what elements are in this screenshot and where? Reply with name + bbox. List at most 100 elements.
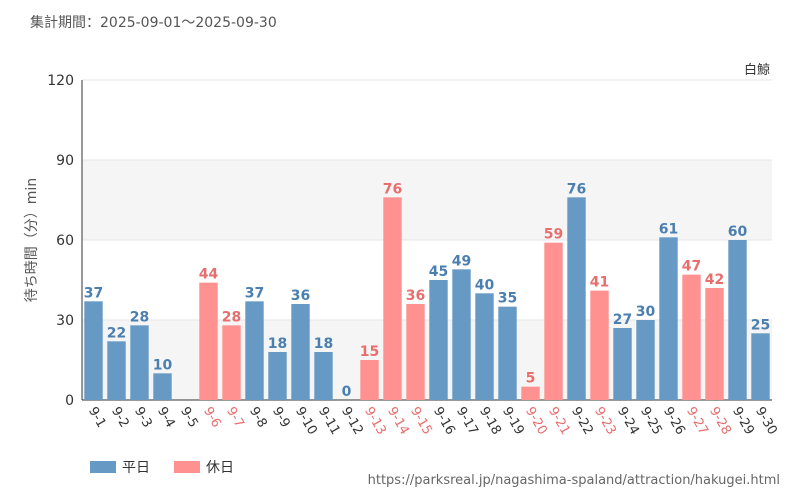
data-label-9-29: 60 <box>728 224 748 240</box>
bar-9-3 <box>130 325 149 400</box>
period-label: 集計期間：2025-09-01～2025-09-30 <box>30 15 277 31</box>
legend-label-holiday: 休日 <box>206 460 234 476</box>
x-tick-label-9-20: 9-20 <box>522 405 550 438</box>
y-tick-label: 0 <box>65 393 74 409</box>
data-label-9-20: 5 <box>526 371 536 387</box>
x-tick-label-9-5: 9-5 <box>177 405 201 431</box>
data-label-9-11: 18 <box>314 336 333 352</box>
x-tick-label-9-29: 9-29 <box>729 405 757 438</box>
data-label-9-16: 45 <box>429 264 448 280</box>
bar-9-1 <box>84 301 103 400</box>
data-label-9-23: 41 <box>590 275 609 291</box>
x-tick-label-9-21: 9-21 <box>545 405 573 438</box>
legend-swatch-holiday <box>174 461 200 473</box>
data-label-9-27: 47 <box>682 259 701 275</box>
legend-item-weekday: 平日 <box>90 457 150 477</box>
data-label-9-17: 49 <box>452 253 471 269</box>
y-tick-label: 120 <box>47 73 74 89</box>
plot-band <box>82 80 772 160</box>
data-label-9-7: 28 <box>222 309 241 325</box>
bar-9-18 <box>475 293 494 400</box>
bar-9-14 <box>383 197 402 400</box>
data-label-9-8: 37 <box>245 285 264 301</box>
x-tick-label-9-19: 9-19 <box>499 405 527 438</box>
x-tick-label-9-23: 9-23 <box>591 405 619 438</box>
data-label-9-2: 22 <box>107 325 126 341</box>
bar-9-9 <box>268 352 287 400</box>
x-tick-label-9-22: 9-22 <box>568 405 596 438</box>
data-label-9-25: 30 <box>636 304 656 320</box>
data-label-9-13: 15 <box>360 344 379 360</box>
data-label-9-9: 18 <box>268 336 287 352</box>
x-tick-label-9-1: 9-1 <box>85 405 109 431</box>
bar-9-30 <box>751 333 770 400</box>
data-label-9-6: 44 <box>199 267 219 283</box>
data-label-9-12: 0 <box>342 384 352 400</box>
y-tick-label: 30 <box>56 313 74 329</box>
bar-9-10 <box>291 304 310 400</box>
data-label-9-28: 42 <box>705 272 724 288</box>
bar-9-22 <box>567 197 586 400</box>
bar-9-27 <box>682 274 701 400</box>
data-label-9-4: 10 <box>153 357 173 373</box>
bar-9-21 <box>544 242 563 400</box>
bar-9-7 <box>222 325 241 400</box>
legend-item-holiday: 休日 <box>174 457 234 477</box>
data-label-9-30: 25 <box>751 317 770 333</box>
x-tick-label-9-25: 9-25 <box>637 405 665 438</box>
x-tick-label-9-16: 9-16 <box>430 405 458 438</box>
bar-9-2 <box>107 341 126 400</box>
y-axis-label: 待ち時間（分）min <box>24 178 40 302</box>
x-tick-label-9-10: 9-10 <box>292 405 320 438</box>
x-tick-label-9-12: 9-12 <box>338 405 366 438</box>
x-tick-label-9-28: 9-28 <box>706 405 734 438</box>
x-tick-label-9-4: 9-4 <box>154 405 178 431</box>
data-label-9-10: 36 <box>291 288 310 304</box>
bar-9-24 <box>613 328 632 400</box>
x-tick-label-9-6: 9-6 <box>200 405 224 431</box>
data-label-9-18: 40 <box>475 277 495 293</box>
x-tick-label-9-30: 9-30 <box>752 405 780 438</box>
legend-label-weekday: 平日 <box>122 460 150 476</box>
bar-9-8 <box>245 301 264 400</box>
bar-9-19 <box>498 306 517 400</box>
x-tick-label-9-3: 9-3 <box>131 405 155 431</box>
x-tick-label-9-15: 9-15 <box>407 405 435 438</box>
legend-swatch-weekday <box>90 461 116 473</box>
data-label-9-24: 27 <box>613 312 632 328</box>
data-label-9-14: 76 <box>383 181 402 197</box>
bar-9-23 <box>590 290 609 400</box>
x-tick-label-9-13: 9-13 <box>361 405 389 438</box>
bar-9-13 <box>360 360 379 400</box>
x-tick-label-9-8: 9-8 <box>246 405 270 431</box>
data-label-9-1: 37 <box>84 285 103 301</box>
x-tick-label-9-18: 9-18 <box>476 405 504 438</box>
x-tick-label-9-2: 9-2 <box>108 405 132 431</box>
x-tick-label-9-24: 9-24 <box>614 405 642 438</box>
bar-9-16 <box>429 280 448 400</box>
x-tick-label-9-9: 9-9 <box>269 405 293 431</box>
series-name-label: 白鯨 <box>744 62 770 78</box>
bar-9-25 <box>636 320 655 400</box>
x-tick-label-9-14: 9-14 <box>384 405 412 438</box>
legend: 平日 休日 <box>90 457 234 477</box>
bar-9-20 <box>521 386 540 400</box>
plot-band <box>82 240 772 320</box>
data-label-9-21: 59 <box>544 227 563 243</box>
data-label-9-26: 61 <box>659 221 678 237</box>
bar-9-6 <box>199 282 218 400</box>
bar-9-28 <box>705 288 724 400</box>
bar-9-15 <box>406 304 425 400</box>
data-label-9-22: 76 <box>567 181 586 197</box>
source-url: https://parksreal.jp/nagashima-spaland/a… <box>367 473 780 488</box>
data-label-9-19: 35 <box>498 291 517 307</box>
plot-band <box>82 320 772 400</box>
x-tick-label-9-17: 9-17 <box>453 405 481 438</box>
x-tick-label-9-7: 9-7 <box>223 405 247 431</box>
bar-9-11 <box>314 352 333 400</box>
x-tick-label-9-11: 9-11 <box>315 405 343 438</box>
data-label-9-3: 28 <box>130 309 149 325</box>
x-tick-label-9-26: 9-26 <box>660 405 688 438</box>
bar-9-26 <box>659 237 678 400</box>
